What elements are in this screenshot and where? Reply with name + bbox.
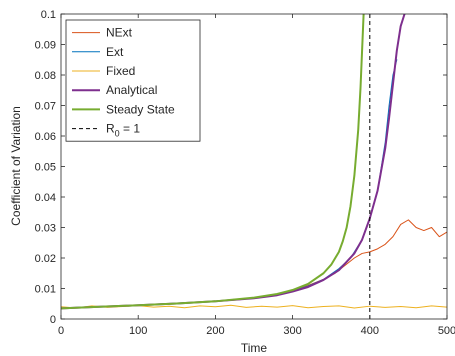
x-tick-label: 500 — [438, 325, 455, 337]
y-tick-label: 0.07 — [35, 101, 56, 113]
x-tick-label: 200 — [206, 325, 224, 337]
y-tick-label: 0.08 — [35, 70, 56, 82]
legend-label: R0 = 1 — [106, 122, 140, 139]
series-layer — [61, 14, 447, 319]
legend-label: Steady State — [106, 102, 175, 116]
ticks-layer: 0 100 200 300 400 500 0 0.01 0.02 0.03 0.04 0.05 0.0… — [35, 9, 455, 337]
x-tick-label: 0 — [58, 325, 64, 337]
y-tick-label: 0.05 — [35, 162, 56, 174]
x-tick-label: 300 — [283, 325, 301, 337]
y-tick-label: 0.06 — [35, 131, 56, 143]
legend: NExt Ext Fixed Analytical Steady State R0 = 1 — [65, 19, 201, 142]
legend-box — [65, 19, 201, 142]
legend-label: Fixed — [106, 64, 135, 78]
x-axis-label: Time — [241, 341, 268, 355]
y-tick-label: 0.03 — [35, 223, 56, 235]
y-tick-label: 0.02 — [35, 253, 56, 265]
legend-label: Analytical — [106, 83, 157, 97]
legend-label: Ext — [106, 45, 124, 59]
y-tick-label: 0.09 — [35, 40, 56, 52]
y-axis-label: Coefficient of Variation — [9, 106, 23, 226]
series-line-steady-state — [61, 14, 365, 310]
x-tick-label: 400 — [361, 325, 379, 337]
x-tick-label: 100 — [129, 325, 147, 337]
legend-label: NExt — [106, 26, 133, 40]
y-tick-label: 0 — [50, 314, 56, 326]
y-tick-label: 0.01 — [35, 284, 56, 296]
y-tick-label: 0.1 — [41, 9, 56, 21]
y-tick-label: 0.04 — [35, 192, 56, 204]
